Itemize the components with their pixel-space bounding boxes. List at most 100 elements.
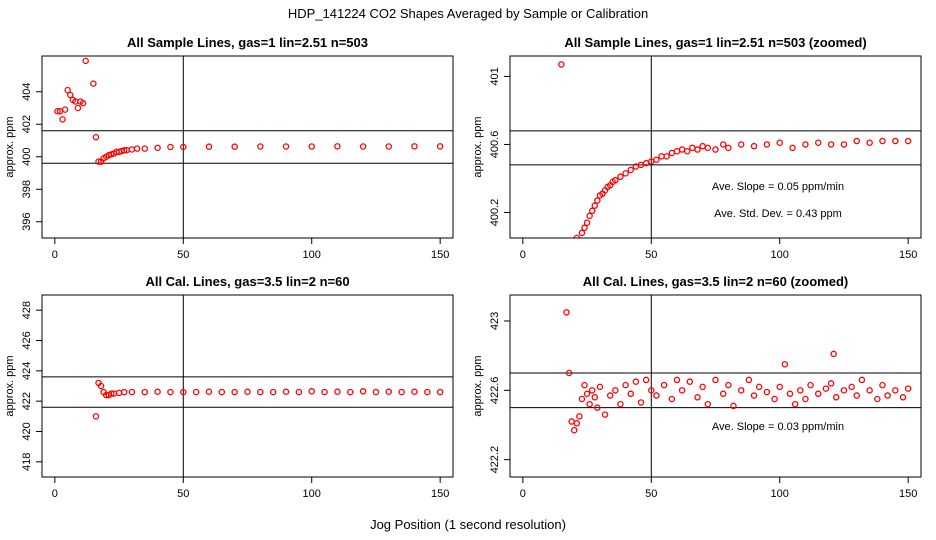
annotation-text: Ave. Std. Dev. = 0.43 ppm [714,208,842,220]
data-point [95,158,102,165]
data-point [771,395,778,403]
data-point [398,388,405,396]
data-point [64,86,71,94]
data-point [789,144,796,152]
data-point [827,141,835,148]
data-point [904,137,912,145]
data-point [346,388,354,396]
data-point [436,388,444,396]
data-point [578,229,586,237]
data-point [128,388,136,396]
series-points [563,309,912,434]
data-point [385,388,393,396]
annotation-text: Ave. Slope = 0.05 ppm/min [712,181,844,193]
y-tick-label: 420 [21,422,33,440]
y-tick-label: 424 [21,362,33,380]
data-point [205,388,213,396]
data-point [180,143,187,151]
data-point [807,381,814,389]
data-point [436,143,444,150]
data-point [704,400,712,408]
data-point [840,141,848,148]
figure-xlabel: Jog Position (1 second resolution) [370,517,566,532]
data-point [594,197,601,204]
y-tick-label: 428 [21,301,33,319]
series-points [92,379,444,420]
data-point [827,380,835,387]
panel-title: All Cal. Lines, gas=3.5 lin=2 n=60 [145,274,349,289]
data-point [815,390,822,398]
y-axis-label: approx. ppm [4,355,16,416]
data-point [596,383,604,391]
data-point [295,388,303,396]
data-point [424,388,431,396]
data-point [570,426,578,434]
x-tick-label: 100 [771,249,789,261]
data-point [712,146,719,153]
data-point [97,382,105,390]
data-point [308,388,315,395]
y-axis-label: approx. ppm [4,116,16,177]
data-point [594,404,601,411]
data-point [79,99,87,107]
data-point [892,387,899,394]
data-point [627,390,634,398]
data-point [372,388,380,396]
data-point [663,153,670,160]
data-point [648,387,655,394]
data-point [257,143,264,150]
series-points [54,57,444,165]
data-point [141,388,148,396]
data-point [115,389,123,397]
x-tick-label: 100 [303,488,321,500]
data-point [563,309,570,316]
plot-frame [509,55,922,239]
data-point [573,420,581,427]
data-point [673,376,681,384]
data-point [334,388,341,396]
x-tick-label: 50 [645,249,657,261]
y-tick-label: 400 [21,148,33,166]
data-point [622,170,629,177]
data-point [617,400,624,408]
data-point [797,387,804,394]
data-point [120,388,128,396]
y-tick-label: 402 [21,115,33,133]
data-point [704,144,712,152]
x-tick-label: 0 [520,249,526,261]
data-point [737,387,745,394]
data-point [591,394,599,401]
data-point [660,381,668,389]
data-point [578,395,586,403]
data-point [725,381,732,389]
data-point [678,387,686,394]
data-point [853,137,861,145]
data-point [822,385,830,392]
data-point [653,156,660,164]
data-point [750,142,758,150]
data-point [791,400,799,408]
data-point [776,383,783,391]
data-point [637,399,645,406]
data-point [874,395,881,403]
y-tick-label: 423 [489,312,501,330]
x-tick-label: 50 [645,488,657,500]
data-point [74,104,82,112]
data-point [133,145,141,152]
data-point [90,80,97,87]
data-point [699,142,706,150]
data-point [231,143,238,150]
data-point [120,146,128,154]
data-point [617,173,624,181]
y-tick-label: 404 [21,83,33,101]
data-point [786,390,794,398]
data-point [694,394,701,401]
data-point [750,392,758,399]
data-point [719,141,727,148]
data-point [745,376,753,384]
y-axis-label: approx. ppm [472,355,484,416]
data-point [192,388,200,396]
data-point [832,394,840,401]
data-point [668,149,676,157]
data-point [840,387,848,394]
